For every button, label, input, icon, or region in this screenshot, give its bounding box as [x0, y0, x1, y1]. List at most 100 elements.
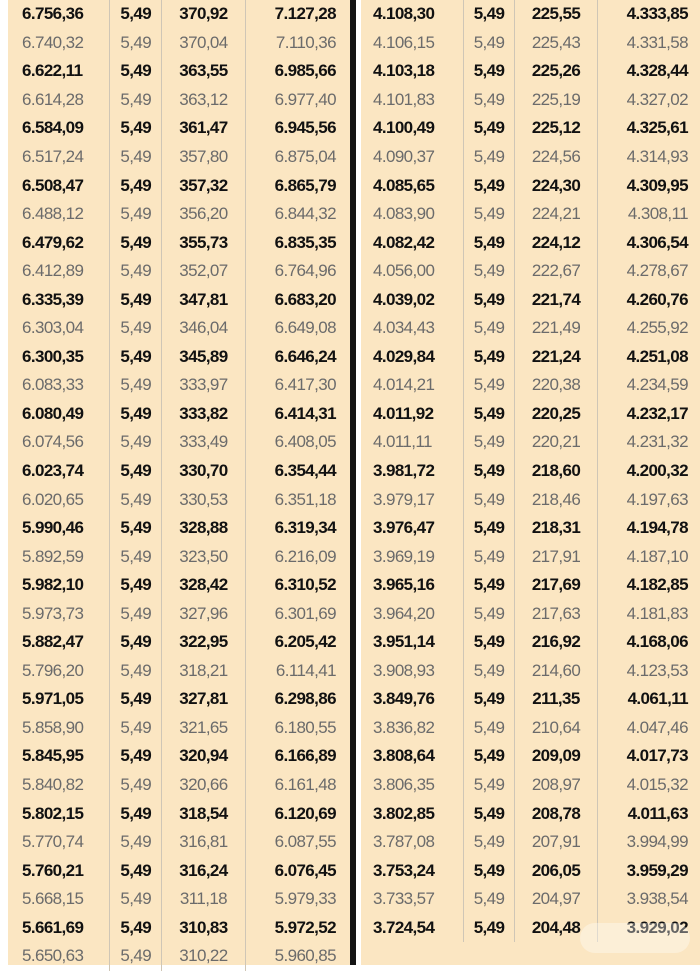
table-row: 4.100,49 5,49 225,12 4.325,61 — [361, 114, 700, 143]
table-row: 4.056,00 5,49 222,67 4.278,67 — [361, 256, 700, 286]
right-cell-col1: 5,49 — [463, 570, 516, 600]
right-cell-col2: 221,74 — [514, 285, 598, 315]
right-cell-col0: 3.753,24 — [361, 856, 464, 885]
left-cell-col1: 5,49 — [109, 142, 163, 172]
right-cell-col1: 5,49 — [463, 399, 516, 429]
left-cell-col1: 5,49 — [109, 628, 163, 657]
right-cell-col3: 4.260,76 — [626, 289, 689, 309]
table-row: 6.300,35 5,49 345,89 6.646,24 — [8, 342, 350, 372]
left-cell-col0: 6.622,11 — [8, 57, 111, 86]
right-cell-col2: 224,30 — [514, 171, 598, 200]
table-row: 4.101,83 5,49 225,19 4.327,02 — [361, 85, 700, 115]
left-cell-col3: 6.161,48 — [274, 775, 337, 795]
right-cell-col2: 220,25 — [514, 399, 598, 429]
right-cell-col3: 4.255,92 — [626, 318, 689, 338]
right-cell-col1: 5,49 — [463, 57, 516, 86]
right-cell-col3: 4.197,63 — [626, 489, 689, 509]
left-table-body: 6.756,36 5,49 370,92 7.127,28 6.740,32 5,49 37… — [8, 0, 350, 971]
right-cell-col2: 204,48 — [514, 913, 598, 943]
right-cell-col1: 5,49 — [463, 256, 516, 286]
right-cell-col3: 4.047,46 — [626, 717, 689, 737]
right-cell-col3: 4.181,83 — [626, 603, 689, 623]
left-cell-col2: 330,53 — [161, 485, 246, 514]
left-cell-col0: 6.488,12 — [8, 199, 111, 229]
right-cell-col3: 4.308,11 — [627, 204, 689, 224]
left-cell-col0: 5.796,20 — [8, 656, 111, 686]
left-cell-col3: 6.087,55 — [274, 832, 337, 852]
left-cell-col2: 323,50 — [161, 542, 246, 571]
right-cell-col1: 5,49 — [463, 628, 516, 657]
right-cell-col0: 4.034,43 — [361, 314, 464, 343]
right-cell-col0: 4.085,65 — [361, 171, 464, 200]
table-row: 6.488,12 5,49 356,20 6.844,32 — [8, 199, 350, 229]
right-cell-col1: 5,49 — [463, 542, 516, 571]
left-cell-col3: 6.875,04 — [274, 147, 337, 166]
left-cell-col1: 5,49 — [109, 827, 163, 857]
left-cell-col3: 6.216,09 — [274, 546, 337, 566]
left-cell-col2: 316,24 — [161, 856, 246, 885]
left-cell-col2: 310,83 — [161, 913, 246, 943]
left-cell-col3: 6.408,05 — [274, 432, 337, 452]
right-cell-col2: 220,21 — [514, 428, 598, 457]
table-row: 4.108,30 5,49 225,55 4.333,85 — [361, 0, 700, 29]
left-cell-col0: 6.614,28 — [8, 85, 111, 115]
left-cell-col2: 318,21 — [161, 656, 246, 686]
left-cell-col2: 363,55 — [161, 57, 246, 86]
table-row: 3.836,82 5,49 210,64 4.047,46 — [361, 713, 700, 743]
right-cell-col0: 3.733,57 — [361, 884, 464, 914]
right-cell-col3: 4.182,85 — [626, 575, 689, 595]
left-cell-col0: 5.845,95 — [8, 742, 111, 771]
left-cell-col0: 5.971,05 — [8, 685, 111, 714]
right-cell-col3: 4.168,06 — [626, 632, 689, 652]
left-cell-col0: 5.650,63 — [8, 942, 111, 971]
left-cell-col3: 6.310,52 — [274, 575, 337, 595]
table-row: 3.965,16 5,49 217,69 4.182,85 — [361, 570, 700, 600]
left-cell-col1: 5,49 — [109, 0, 163, 29]
right-cell-col0: 4.090,37 — [361, 142, 464, 172]
right-cell-col2: 214,60 — [514, 656, 598, 686]
left-cell-col3: 6.649,08 — [274, 318, 337, 338]
left-cell-col3: 5.972,52 — [274, 917, 337, 937]
right-cell-col3: 3.959,29 — [626, 860, 689, 880]
price-table-sheet: 6.756,36 5,49 370,92 7.127,28 6.740,32 5,49 37… — [8, 0, 700, 971]
left-cell-col1: 5,49 — [109, 85, 163, 115]
right-cell-col3: 4.331,58 — [626, 32, 689, 52]
left-cell-col1: 5,49 — [109, 856, 163, 885]
right-cell-col0: 4.101,83 — [361, 85, 464, 115]
right-cell-col1: 5,49 — [463, 0, 516, 29]
table-row: 6.303,04 5,49 346,04 6.649,08 — [8, 314, 350, 343]
table-row: 6.740,32 5,49 370,04 7.110,36 — [8, 28, 350, 58]
right-cell-col3: 4.333,85 — [626, 4, 689, 24]
right-cell-col0: 4.014,21 — [361, 371, 464, 400]
right-cell-col0: 3.964,20 — [361, 599, 464, 629]
right-cell-col3: 4.251,08 — [626, 346, 689, 366]
left-cell-col0: 6.083,33 — [8, 371, 111, 400]
left-cell-col2: 355,73 — [161, 228, 246, 257]
left-cell-col0: 5.990,46 — [8, 513, 111, 543]
left-cell-col1: 5,49 — [109, 228, 163, 257]
left-cell-col1: 5,49 — [109, 371, 163, 400]
table-row: 5.661,69 5,49 310,83 5.972,52 — [8, 913, 350, 943]
left-cell-col1: 5,49 — [109, 770, 163, 800]
right-cell-col1: 5,49 — [463, 770, 516, 800]
left-cell-col3: 5.960,85 — [274, 946, 337, 966]
right-cell-col1: 5,49 — [463, 799, 516, 828]
right-cell-col0: 4.011,11 — [361, 428, 464, 457]
right-cell-col2: 225,43 — [514, 28, 598, 58]
right-cell-col3: 4.314,93 — [626, 147, 689, 166]
right-cell-col1: 5,49 — [463, 713, 516, 743]
table-row: 3.969,19 5,49 217,91 4.187,10 — [361, 542, 700, 571]
table-row: 6.756,36 5,49 370,92 7.127,28 — [8, 0, 350, 29]
left-cell-col2: 310,22 — [161, 942, 246, 971]
right-cell-col2: 211,35 — [514, 685, 598, 714]
right-cell-col0: 4.029,84 — [361, 342, 464, 372]
left-cell-col0: 5.760,21 — [8, 856, 111, 885]
left-cell-col3: 5.979,33 — [274, 889, 337, 909]
table-row: 3.753,24 5,49 206,05 3.959,29 — [361, 856, 700, 885]
left-cell-col3: 6.180,55 — [274, 717, 337, 737]
right-cell-col0: 3.836,82 — [361, 713, 464, 743]
right-cell-col3: 4.015,32 — [626, 775, 689, 795]
right-cell-col2: 224,56 — [514, 142, 598, 172]
left-cell-col2: 346,04 — [161, 314, 246, 343]
table-row: 3.724,54 5,49 204,48 3.929,02 — [361, 913, 700, 943]
